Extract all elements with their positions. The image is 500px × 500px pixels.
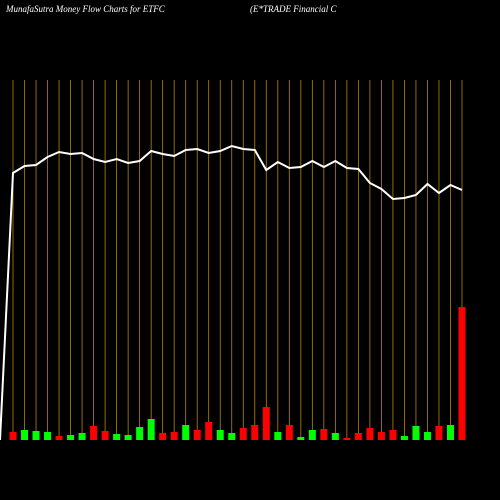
bar: [331, 433, 339, 440]
bar: [90, 426, 98, 440]
bar: [458, 307, 466, 440]
bar: [78, 433, 86, 440]
bar: [423, 432, 431, 440]
bar: [320, 429, 328, 440]
bar: [389, 430, 397, 440]
bar: [9, 432, 17, 440]
chart-title: MunafaSutra Money Flow Charts for ETFC: [5, 4, 166, 14]
bar: [228, 433, 236, 440]
bar: [55, 436, 63, 440]
bar: [354, 433, 362, 440]
bar: [297, 437, 305, 440]
chart-subtitle: (E*TRADE Financial C: [250, 4, 337, 14]
bar: [32, 431, 40, 440]
bar: [308, 430, 316, 440]
bar: [147, 419, 155, 440]
bar: [205, 422, 213, 440]
bar: [377, 432, 385, 440]
bar: [193, 430, 201, 440]
bar: [44, 432, 52, 440]
bar: [101, 431, 109, 440]
bar: [113, 434, 121, 440]
bar: [446, 425, 454, 440]
bar: [182, 425, 190, 440]
bar: [170, 432, 178, 440]
bar: [400, 436, 408, 440]
bar: [159, 433, 167, 440]
bar: [274, 432, 282, 440]
bar: [285, 425, 293, 440]
bar: [21, 430, 29, 440]
bar: [239, 428, 247, 440]
bar: [124, 435, 132, 440]
bar: [251, 425, 259, 440]
bar: [412, 426, 420, 440]
bar: [136, 427, 144, 440]
bar: [435, 426, 443, 440]
bar: [262, 407, 270, 440]
bar: [366, 428, 374, 440]
bar: [216, 430, 224, 440]
bar: [343, 438, 351, 440]
money-flow-line: [0, 144, 463, 441]
bar: [67, 435, 75, 440]
